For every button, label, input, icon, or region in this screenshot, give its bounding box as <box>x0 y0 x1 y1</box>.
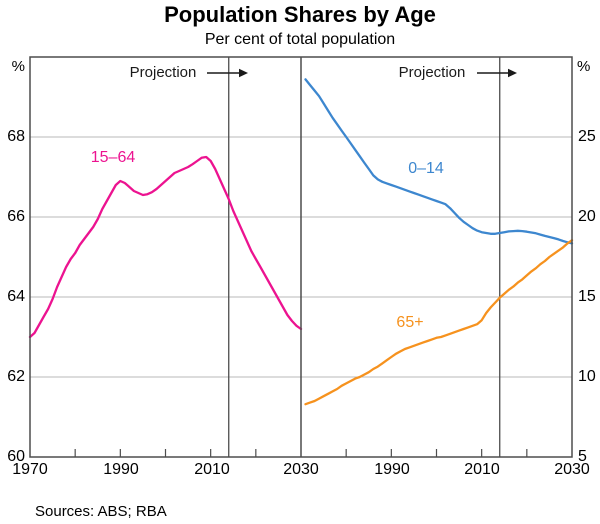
series-0-14-line <box>304 78 574 245</box>
y-axis-unit-right: % <box>577 58 591 75</box>
x-tick-label: 1990 <box>103 461 139 478</box>
y-tick-label: 62 <box>7 368 25 385</box>
y-tick-label: 66 <box>7 208 25 225</box>
x-tick-label: 2010 <box>194 461 230 478</box>
chart-title: Population Shares by Age <box>164 2 436 27</box>
series-65plus-line <box>304 239 574 406</box>
y-tick-label: 5 <box>578 448 587 465</box>
y-axis-unit-left: % <box>11 58 25 75</box>
y-tick-label: 60 <box>7 448 25 465</box>
series-label-0-14: 0–14 <box>408 160 444 177</box>
series-label-65plus: 65+ <box>396 314 424 331</box>
y-tick-label: 25 <box>578 128 596 145</box>
x-tick-label: 2030 <box>554 461 590 478</box>
x-tick-label: 1970 <box>12 461 48 478</box>
projection-label-left: Projection <box>129 64 197 81</box>
y-tick-label: 68 <box>7 128 25 145</box>
x-tick-label: 2010 <box>464 461 500 478</box>
chart-subtitle: Per cent of total population <box>204 31 396 48</box>
y-tick-label: 15 <box>578 288 596 305</box>
projection-arrow-right-icon <box>477 68 517 78</box>
projection-label-right: Projection <box>398 64 466 81</box>
x-axis-ticks <box>74 449 528 457</box>
y-tick-label: 20 <box>578 208 596 225</box>
series-15-64-line <box>28 155 303 339</box>
source-note: Sources: ABS; RBA <box>35 503 167 520</box>
x-tick-label: 1990 <box>374 461 410 478</box>
gridlines <box>30 136 572 378</box>
y-tick-label: 10 <box>578 368 596 385</box>
x-tick-label: 2030 <box>283 461 319 478</box>
projection-arrow-left-icon <box>207 68 248 78</box>
series-label-15-64: 15–64 <box>90 149 136 166</box>
y-tick-label: 64 <box>7 288 25 305</box>
